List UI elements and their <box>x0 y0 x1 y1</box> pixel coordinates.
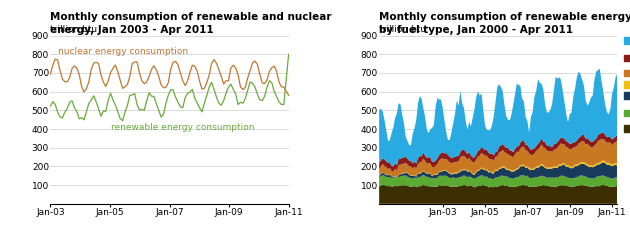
Text: Monthly consumption of renewable and nuclear
energy, Jan 2003 - Apr 2011: Monthly consumption of renewable and nuc… <box>50 12 332 35</box>
Text: nuclear energy consumption: nuclear energy consumption <box>57 47 188 56</box>
Text: renewable energy consumption: renewable energy consumption <box>111 123 255 132</box>
Legend: hydro, geo-
thermal, biofuels, solar, wind, biogenic
waste, wood: hydro, geo- thermal, biofuels, solar, wi… <box>624 36 630 133</box>
Text: Monthly consumption of renewable energy
by fuel type, Jan 2000 - Apr 2011: Monthly consumption of renewable energy … <box>379 12 630 35</box>
Text: trillion btu: trillion btu <box>50 25 98 34</box>
Text: trillion btu: trillion btu <box>379 25 427 34</box>
